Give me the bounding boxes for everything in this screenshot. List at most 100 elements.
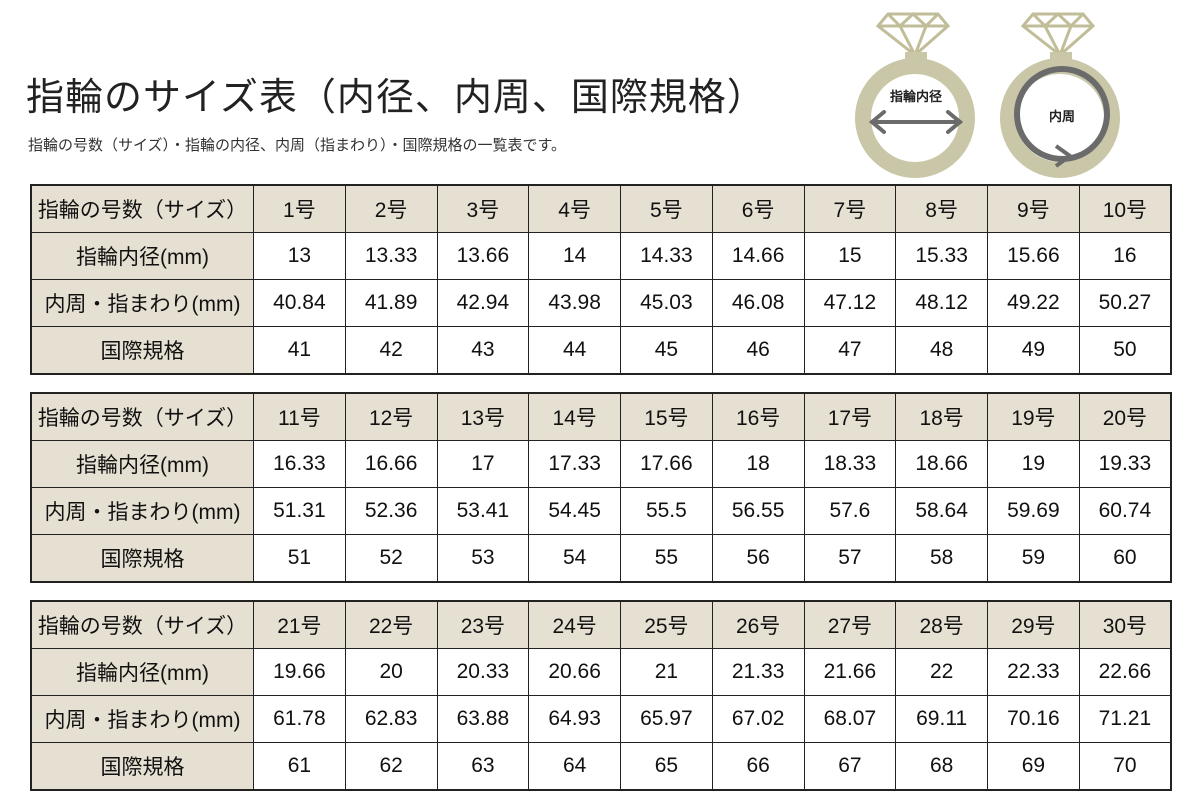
table-cell: 71.21 <box>1078 695 1172 743</box>
table-cell: 14 <box>528 232 621 280</box>
table-cell: 15号 <box>620 392 713 441</box>
table-cell: 29号 <box>987 600 1080 649</box>
table-cell: 23号 <box>436 600 530 649</box>
table-cell: 42 <box>344 326 438 375</box>
table-row: 内周・指まわり(mm) 40.84 41.89 42.94 43.98 45.03 46.0… <box>30 279 1172 327</box>
table-cell: 54.45 <box>528 487 621 535</box>
table-cell: 4号 <box>528 184 621 233</box>
table-cell: 18号 <box>895 392 988 441</box>
table-cell: 63 <box>436 742 530 791</box>
arrow-icon <box>1054 144 1074 168</box>
table-row: 国際規格 41 42 43 44 45 46 47 48 49 50 <box>30 326 1172 375</box>
table-cell: 66 <box>711 742 805 791</box>
table-cell: 12号 <box>344 392 438 441</box>
table-cell: 20 <box>344 648 438 696</box>
table-cell: 47 <box>803 326 897 375</box>
ring-illustration: 指輪内径 内周 <box>855 11 1120 178</box>
table-row: 内周・指まわり(mm) 61.78 62.83 63.88 64.93 65.97 67.0… <box>30 695 1172 743</box>
ring-size-table: 指輪の号数（サイズ） 11号 12号 13号 14号 15号 16号 17号 18号 19号 20号… <box>30 392 1172 583</box>
table-cell: 40.84 <box>253 279 346 327</box>
table-cell: 53.41 <box>436 487 530 535</box>
table-cell: 41.89 <box>344 279 438 327</box>
table-cell: 56 <box>711 534 805 583</box>
table-cell: 6号 <box>711 184 805 233</box>
table-cell: 17 <box>436 440 530 488</box>
table-cell: 18 <box>711 440 805 488</box>
row-label: 指輪内径(mm) <box>30 440 254 488</box>
table-cell: 17.66 <box>620 440 713 488</box>
table-cell: 69.11 <box>895 695 988 743</box>
table-cell: 61.78 <box>253 695 346 743</box>
table-cell: 46 <box>711 326 805 375</box>
table-cell: 19 <box>987 440 1080 488</box>
table-cell: 21号 <box>253 600 346 649</box>
ring-size-table: 指輪の号数（サイズ） 1号 2号 3号 4号 5号 6号 7号 8号 9号 10号 指輪内径(mm) 1… <box>30 184 1172 375</box>
table-cell: 43.98 <box>528 279 621 327</box>
table-cell: 20号 <box>1078 392 1172 441</box>
table-cell: 67.02 <box>711 695 805 743</box>
table-cell: 10号 <box>1078 184 1172 233</box>
table-cell: 70.16 <box>987 695 1080 743</box>
table-cell: 18.33 <box>803 440 897 488</box>
row-label: 国際規格 <box>30 534 254 583</box>
table-cell: 64 <box>528 742 621 791</box>
table-cell: 22 <box>895 648 988 696</box>
table-cell: 42.94 <box>436 279 530 327</box>
table-cell: 13号 <box>436 392 530 441</box>
table-cell: 16号 <box>711 392 805 441</box>
table-cell: 51.31 <box>253 487 346 535</box>
table-cell: 22.66 <box>1078 648 1172 696</box>
table-cell: 45.03 <box>620 279 713 327</box>
table-cell: 22.33 <box>987 648 1080 696</box>
table-cell: 65 <box>620 742 713 791</box>
table-cell: 20.66 <box>528 648 621 696</box>
row-label: 内周・指まわり(mm) <box>30 695 254 743</box>
table-cell: 44 <box>528 326 621 375</box>
table-cell: 16 <box>1078 232 1172 280</box>
table-cell: 50 <box>1078 326 1172 375</box>
table-cell: 60.74 <box>1078 487 1172 535</box>
table-cell: 13.33 <box>344 232 438 280</box>
table-row: 国際規格 51 52 53 54 55 56 57 58 59 60 <box>30 534 1172 583</box>
table-row: 指輪の号数（サイズ） 11号 12号 13号 14号 15号 16号 17号 18号 19号 20号 <box>30 392 1172 441</box>
table-cell: 60 <box>1078 534 1172 583</box>
table-cell: 46.08 <box>711 279 805 327</box>
table-cell: 17.33 <box>528 440 621 488</box>
row-label: 国際規格 <box>30 742 254 791</box>
table-cell: 70 <box>1078 742 1172 791</box>
row-label: 指輪の号数（サイズ） <box>30 392 254 441</box>
table-cell: 26号 <box>711 600 805 649</box>
row-label: 国際規格 <box>30 326 254 375</box>
table-cell: 65.97 <box>620 695 713 743</box>
table-cell: 55.5 <box>620 487 713 535</box>
table-cell: 22号 <box>344 600 438 649</box>
table-cell: 1号 <box>253 184 346 233</box>
table-cell: 68 <box>895 742 988 791</box>
table-cell: 24号 <box>528 600 621 649</box>
table-cell: 19.66 <box>253 648 346 696</box>
ring-diameter-icon <box>855 58 975 178</box>
table-cell: 41 <box>253 326 346 375</box>
table-cell: 59.69 <box>987 487 1080 535</box>
table-cell: 19号 <box>987 392 1080 441</box>
table-cell: 49.22 <box>987 279 1080 327</box>
ring-size-table: 指輪の号数（サイズ） 21号 22号 23号 24号 25号 26号 27号 28号 29号 30号… <box>30 600 1172 791</box>
table-cell: 64.93 <box>528 695 621 743</box>
table-cell: 16.66 <box>344 440 438 488</box>
table-row: 指輪の号数（サイズ） 1号 2号 3号 4号 5号 6号 7号 8号 9号 10号 <box>30 184 1172 233</box>
diameter-label: 指輪内径 <box>890 89 942 104</box>
table-cell: 15.66 <box>987 232 1080 280</box>
table-cell: 21.33 <box>711 648 805 696</box>
table-cell: 14.33 <box>620 232 713 280</box>
table-row: 国際規格 61 62 63 64 65 66 67 68 69 70 <box>30 742 1172 791</box>
table-cell: 14.66 <box>711 232 805 280</box>
table-cell: 15.33 <box>895 232 988 280</box>
page-subtitle: 指輪の号数（サイズ）・指輪の内径、内周（指まわり）・国際規格の一覧表です。 <box>28 137 567 154</box>
table-cell: 67 <box>803 742 897 791</box>
table-cell: 59 <box>987 534 1080 583</box>
table-cell: 17号 <box>803 392 897 441</box>
table-cell: 48.12 <box>895 279 988 327</box>
table-cell: 49 <box>987 326 1080 375</box>
table-row: 指輪内径(mm) 13 13.33 13.66 14 14.33 14.66 15 15.33 1… <box>30 232 1172 280</box>
table-cell: 9号 <box>987 184 1080 233</box>
